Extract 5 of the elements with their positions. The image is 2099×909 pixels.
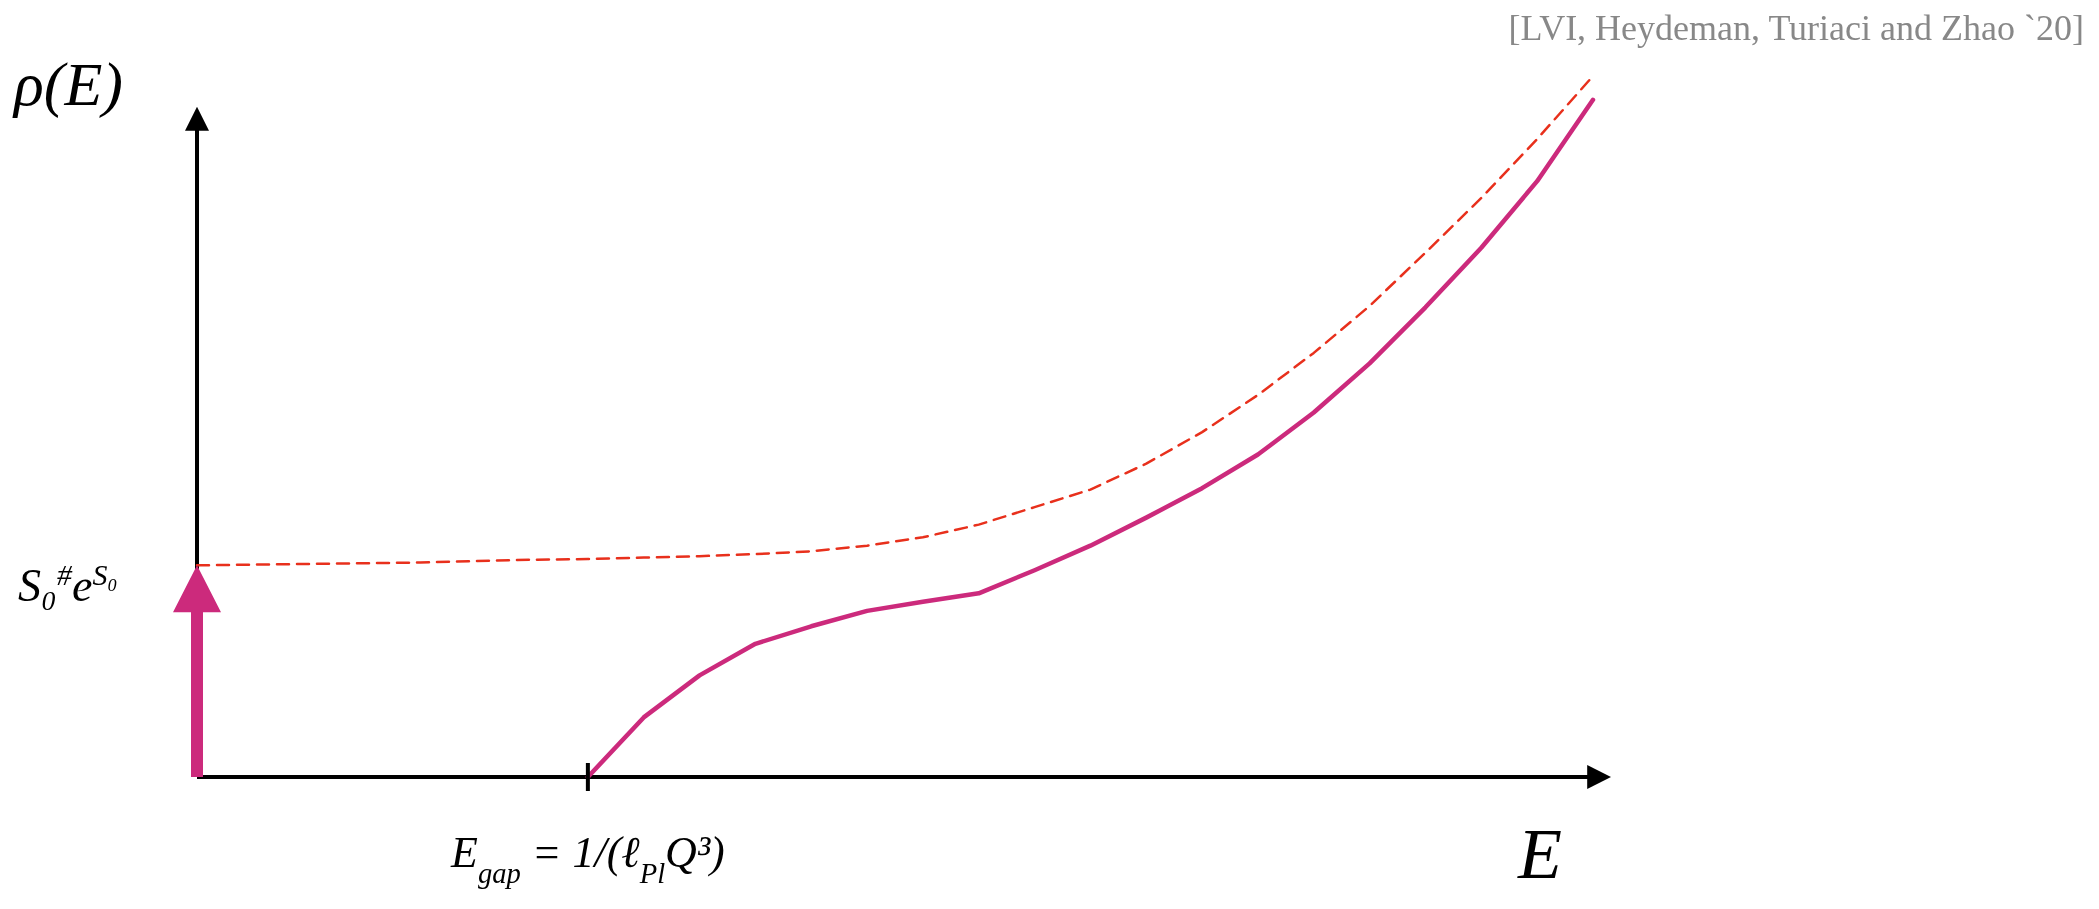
text: E$_{gap}$ = 1/(ℓ$_{Pl}$Q³): [450, 828, 725, 889]
x-axis-title: E: [1517, 814, 1562, 894]
text: [LVI, Heydeman, Turiaci and Zhao `20]: [1508, 8, 2084, 48]
y-axis-title: ρ(E): [12, 50, 123, 119]
text: S₀$^{#}$e$^{S₀}$: [18, 557, 118, 612]
